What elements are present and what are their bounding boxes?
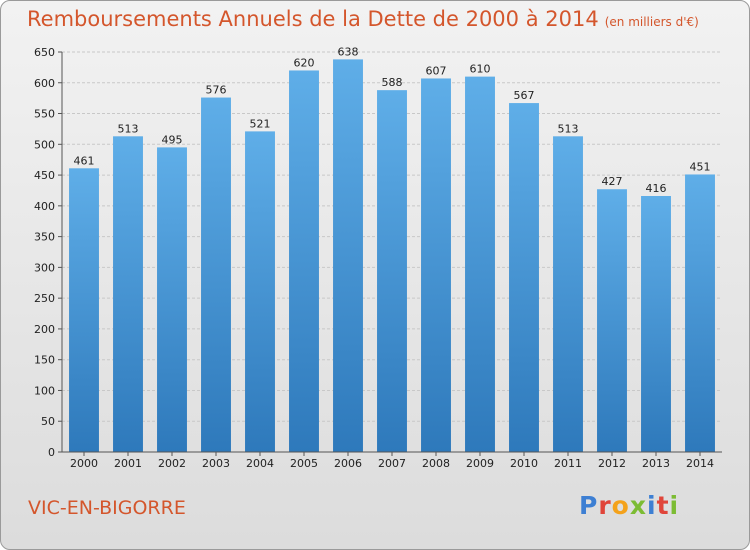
data-label: 521 [250,117,271,130]
proxiti-logo: Proxiti [579,491,679,520]
bar [113,136,143,453]
data-label: 416 [646,182,667,195]
y-tick-label: 50 [41,415,55,428]
data-label: 461 [74,154,95,167]
y-tick-label: 100 [34,384,55,397]
y-tick-label: 500 [34,138,55,151]
y-tick-label: 200 [34,323,55,336]
data-label: 513 [118,122,139,135]
x-tick-label: 2003 [202,457,230,470]
bar [333,59,363,453]
bar [685,174,715,452]
x-tick-label: 2001 [114,457,142,470]
x-tick-label: 2012 [598,457,626,470]
chart-title: Remboursements Annuels de la Dette de 20… [27,7,699,31]
y-tick-label: 550 [34,108,55,121]
logo-letter: r [598,491,612,520]
chart-unit-note: (en milliers d'€) [604,15,699,29]
data-label: 588 [382,76,403,89]
y-tick-label: 300 [34,261,55,274]
bar [421,78,451,452]
bar [641,196,671,452]
x-tick-label: 2004 [246,457,274,470]
data-label: 427 [602,175,623,188]
x-tick-label: 2014 [686,457,714,470]
y-tick-label: 250 [34,292,55,305]
logo-letter: o [611,491,630,520]
x-tick-label: 2009 [466,457,494,470]
bar [289,70,319,452]
data-label: 638 [338,45,359,58]
logo-letter: i [647,491,657,520]
logo-letter: t [656,491,670,520]
y-tick-label: 650 [34,46,55,59]
chart-title-text: Remboursements Annuels de la Dette de 20… [27,7,599,31]
y-tick-label: 600 [34,77,55,90]
bar [509,103,539,453]
bar [465,76,495,452]
bar [201,97,231,453]
y-tick-label: 0 [48,446,55,459]
logo-letter: x [629,491,647,520]
data-label: 513 [558,122,579,135]
bar [245,131,275,452]
bar [597,189,627,452]
city-name: VIC-EN-BIGORRE [28,497,186,519]
data-label: 620 [294,56,315,69]
bar [157,147,187,452]
y-tick-label: 350 [34,231,55,244]
x-tick-label: 2006 [334,457,362,470]
data-label: 576 [206,84,227,97]
bar-chart: 461 513 495 576 521 620 638 588 607 610 567 513 427 4… [34,45,722,470]
bar [377,90,407,453]
bar [553,136,583,453]
x-tick-label: 2000 [70,457,98,470]
data-label: 495 [162,133,183,146]
x-tick-label: 2010 [510,457,538,470]
x-tick-label: 2013 [642,457,670,470]
x-tick-label: 2007 [378,457,406,470]
data-label: 610 [470,63,491,76]
x-tick-label: 2002 [158,457,186,470]
data-label: 607 [426,64,447,77]
logo-letter: i [669,491,680,520]
data-label: 567 [514,89,535,102]
y-tick-label: 400 [34,200,55,213]
x-tick-label: 2008 [422,457,450,470]
logo-letter: P [579,491,599,520]
y-tick-label: 450 [34,169,55,182]
y-tick-label: 150 [34,354,55,367]
x-tick-label: 2011 [554,457,582,470]
data-label: 451 [690,160,711,173]
x-tick-label: 2005 [290,457,318,470]
bar [69,168,99,453]
